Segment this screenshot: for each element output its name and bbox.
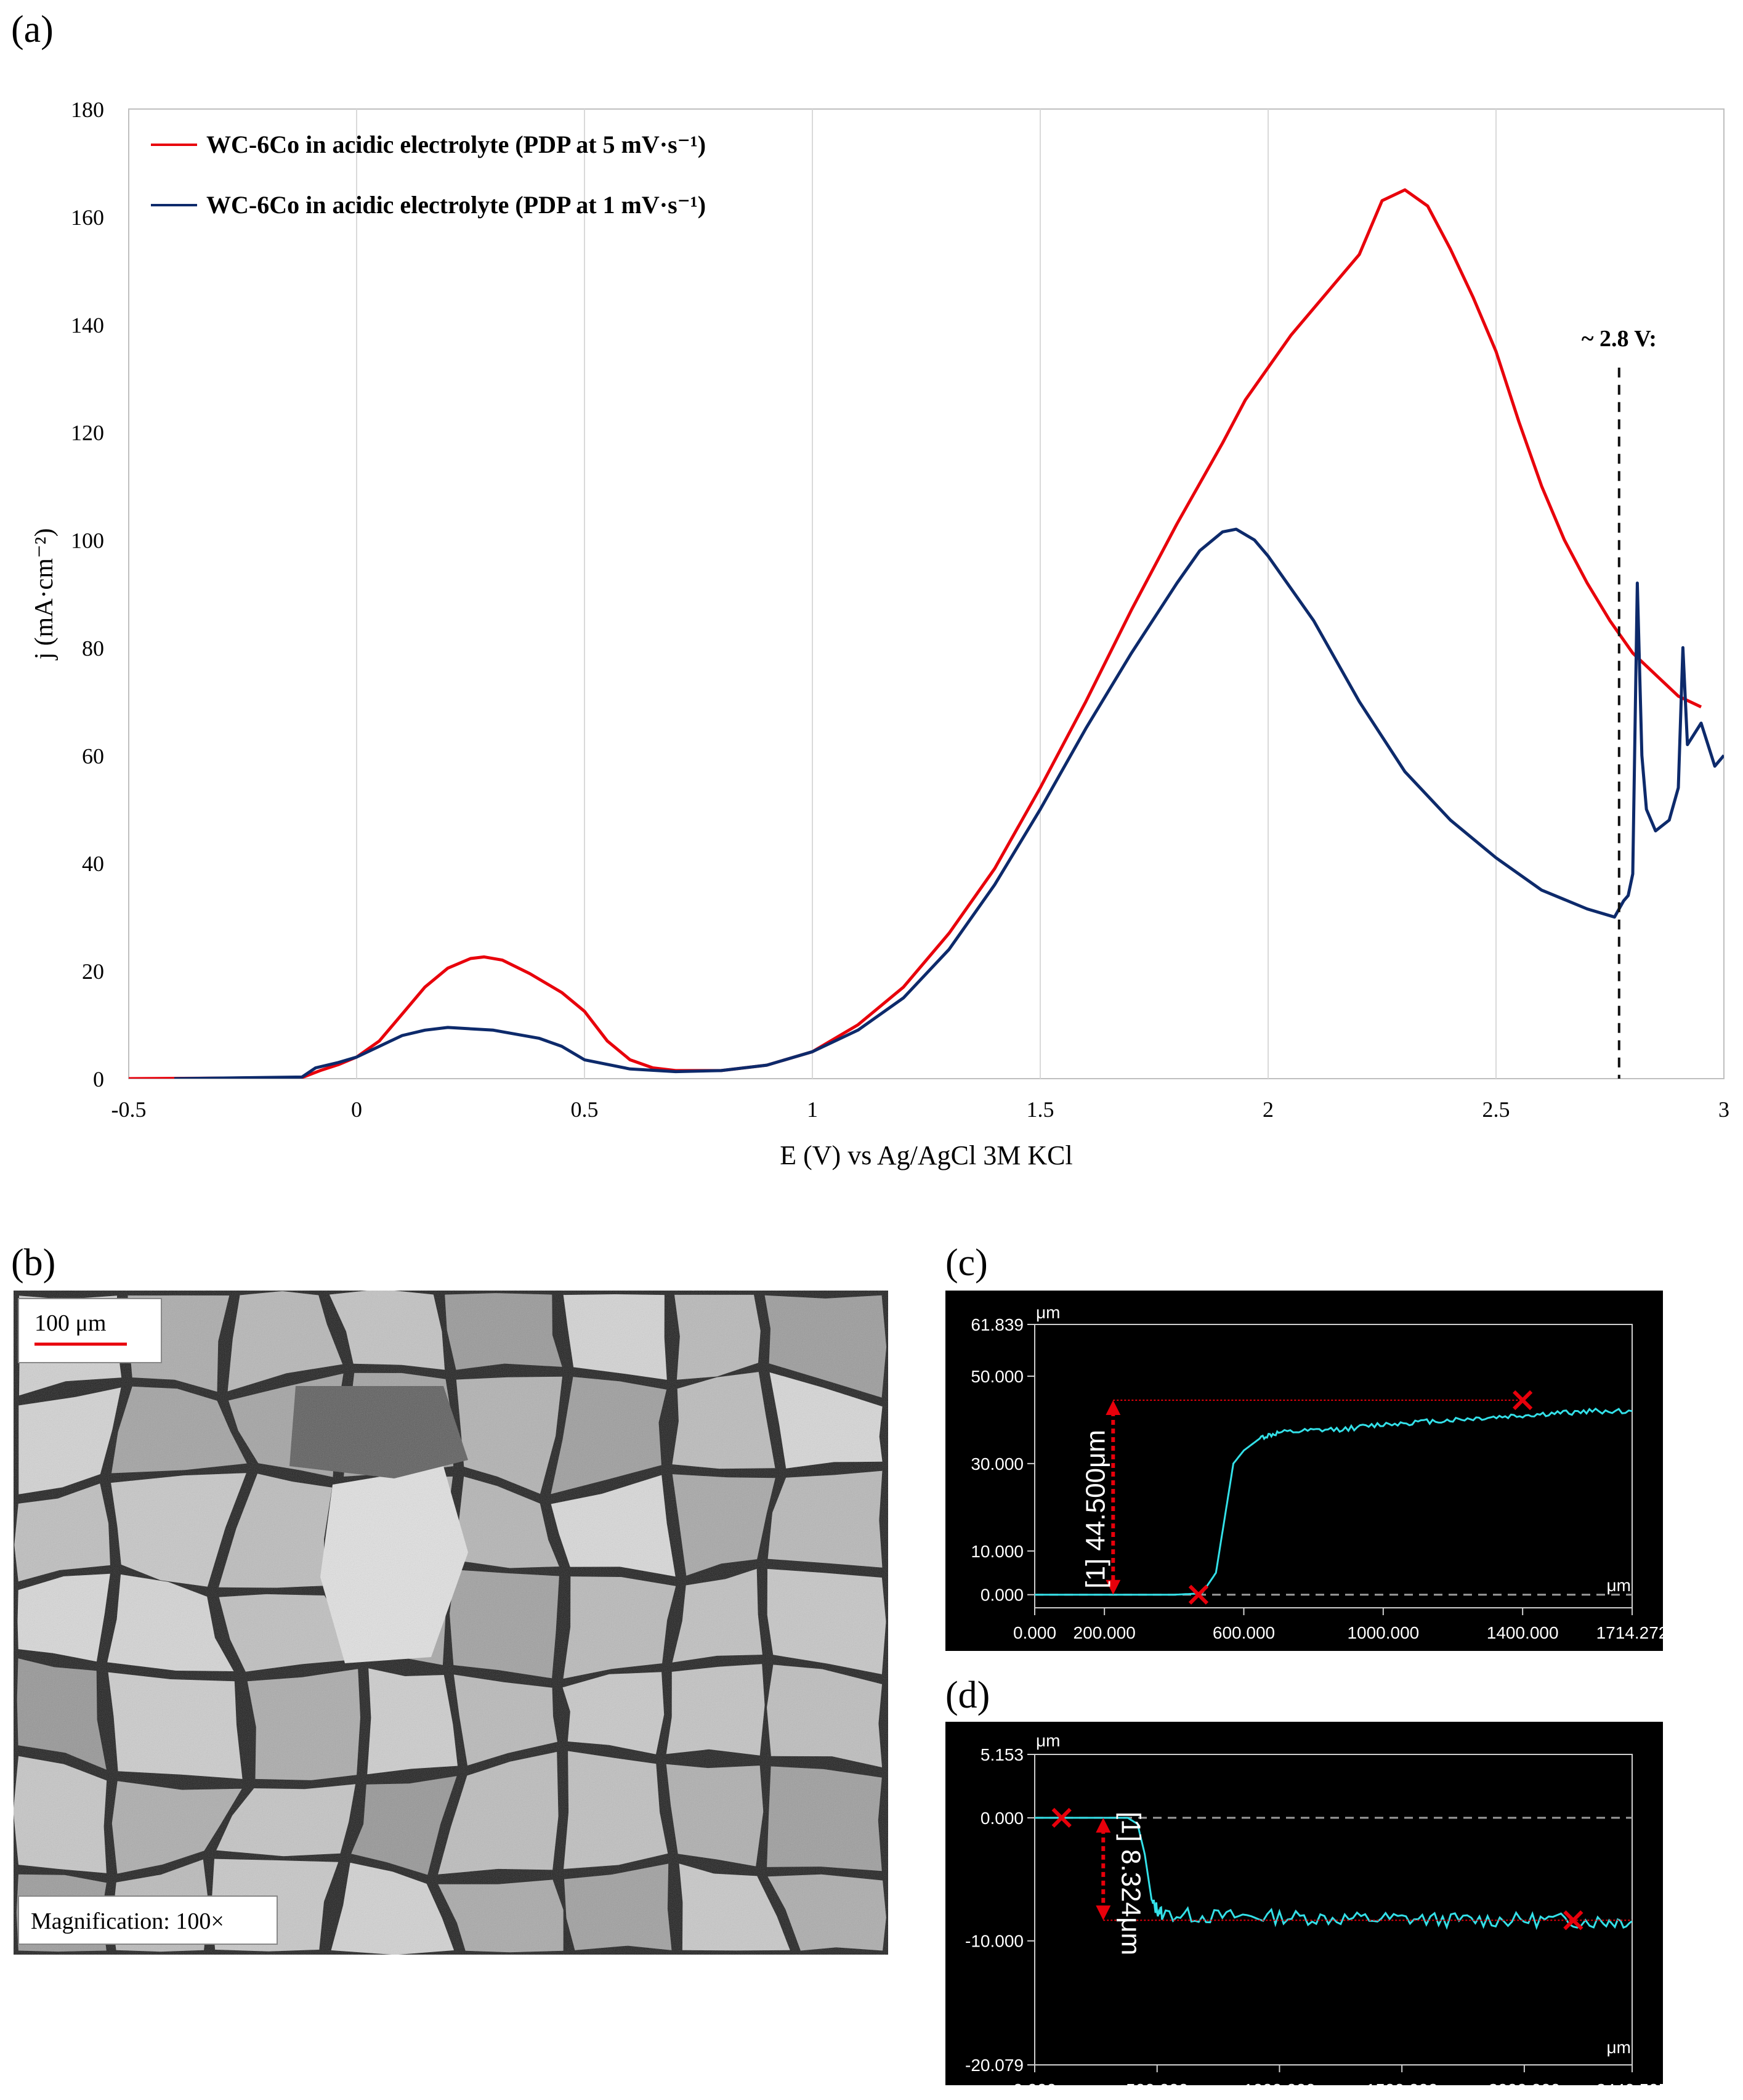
x-tick-label: 600.000 bbox=[1213, 1623, 1275, 1642]
threshold-annotation: ~ 2.8 V: bbox=[1582, 326, 1657, 352]
x-tick-labels: -0.5 0 0.5 1 1.5 2 2.5 3 bbox=[111, 1097, 1730, 1122]
series-line-0 bbox=[129, 188, 1702, 1079]
x-axis-label: E (V) vs Ag/AgCl 3M KCl bbox=[780, 1140, 1072, 1170]
arrowhead bbox=[1106, 1579, 1121, 1595]
measure-label: [1] 44.500μm bbox=[1080, 1430, 1110, 1589]
y-tick-label: 140 bbox=[71, 313, 104, 338]
x-tick-label: 0 bbox=[351, 1097, 362, 1122]
y-tick-label: 0.000 bbox=[981, 1809, 1024, 1828]
y-tick-label: -20.079 bbox=[965, 2056, 1024, 2075]
y-unit-label: μm bbox=[1036, 1303, 1060, 1322]
measure-label: [1] 8.324μm bbox=[1115, 1812, 1146, 1955]
x-unit-label: μm bbox=[1607, 1576, 1631, 1595]
panel-label-d: (d) bbox=[945, 1674, 990, 1716]
y-unit-label: μm bbox=[1036, 1731, 1060, 1750]
profile-background bbox=[945, 1722, 1663, 2085]
x-unit-label: μm bbox=[1607, 2038, 1631, 2057]
cursor-marker bbox=[1513, 1390, 1533, 1411]
x-tick-label: -0.5 bbox=[111, 1097, 147, 1122]
profile-frame bbox=[1034, 1324, 1633, 1608]
x-tick-label: 2.5 bbox=[1482, 1097, 1510, 1122]
x-tick-label: 1.5 bbox=[1027, 1097, 1054, 1122]
y-tick-labels: 0 20 40 60 80 100 120 140 160 180 bbox=[71, 97, 104, 1092]
y-tick-label: 160 bbox=[71, 205, 104, 230]
x-tick-label: 1500.000 bbox=[1366, 2080, 1438, 2097]
x-tick-label: 1400.000 bbox=[1487, 1623, 1559, 1642]
arrowhead bbox=[1096, 1817, 1111, 1833]
y-tick-label: 80 bbox=[82, 636, 104, 660]
profile-background bbox=[945, 1291, 1663, 1651]
x-tick-label: 2 bbox=[1263, 1097, 1274, 1122]
plot-frame bbox=[128, 108, 1725, 1079]
y-tick-label: 50.000 bbox=[971, 1367, 1024, 1386]
y-tick-label: 120 bbox=[71, 421, 104, 445]
magnification-box bbox=[18, 1895, 278, 1945]
legend: WC-6Co in acidic electrolyte (PDP at 5 m… bbox=[151, 131, 706, 219]
x-tick-label: 200.000 bbox=[1074, 1623, 1136, 1642]
y-tick-label: 180 bbox=[71, 97, 104, 122]
x-tick-label: 500.000 bbox=[1126, 2080, 1188, 2097]
x-tick-label: 0.000 bbox=[1013, 2080, 1056, 2097]
profile-frame bbox=[1034, 1754, 1633, 2066]
x-tick-label: 1714.272 bbox=[1596, 1623, 1668, 1642]
x-tick-label: 2000.000 bbox=[1488, 2080, 1560, 2097]
y-tick-label: 100 bbox=[71, 529, 104, 553]
profile-chart-c: μm μm 61.839 50.000 30.000 10.000 0.000 0.00… bbox=[945, 1291, 1668, 1651]
legend-label-5mv: WC-6Co in acidic electrolyte (PDP at 5 m… bbox=[206, 131, 706, 158]
gridlines bbox=[356, 109, 1497, 1079]
profile-line bbox=[1035, 1817, 1632, 1931]
y-axis-label: j (mA·cm⁻²) bbox=[30, 528, 59, 660]
scale-bar-label: 100 μm bbox=[34, 1310, 106, 1336]
x-tick-label: 3 bbox=[1718, 1097, 1729, 1122]
x-tick-label: 1 bbox=[807, 1097, 818, 1122]
cursor-marker bbox=[1563, 1910, 1583, 1931]
x-tick-label: 1000.000 bbox=[1347, 1623, 1419, 1642]
y-tick-label: 20 bbox=[82, 959, 104, 984]
magnification-label: Magnification: 100× bbox=[31, 1908, 224, 1934]
panel-label-c: (c) bbox=[945, 1242, 988, 1284]
x-tick-label: 2440.595 bbox=[1596, 2080, 1668, 2097]
y-tick-label: 0 bbox=[93, 1067, 104, 1092]
profile-line bbox=[1035, 1407, 1632, 1596]
series-line-1 bbox=[174, 527, 1724, 1079]
cursor-marker bbox=[1188, 1584, 1209, 1605]
arrowhead bbox=[1106, 1400, 1121, 1416]
x-tick-label: 1000.000 bbox=[1244, 2080, 1316, 2097]
polarization-chart: -0.5 0 0.5 1 1.5 2 2.5 3 0 20 40 60 80 100 120 140 160 1… bbox=[30, 97, 1729, 1170]
scale-bar-box bbox=[18, 1298, 162, 1363]
panel-label-a: (a) bbox=[11, 9, 54, 51]
y-tick-label: 61.839 bbox=[971, 1315, 1024, 1334]
arrowhead bbox=[1096, 1905, 1111, 1921]
cursor-marker bbox=[1051, 1807, 1072, 1828]
y-tick-label: 60 bbox=[82, 744, 104, 768]
sem-micrograph bbox=[14, 1291, 888, 1955]
x-tick-label: 0.5 bbox=[571, 1097, 599, 1122]
profile-chart-d: μm μm 5.153 0.000 -10.000 -20.079 0.000 500.… bbox=[945, 1722, 1668, 2099]
y-tick-label: 10.000 bbox=[971, 1542, 1024, 1561]
panel-label-b: (b) bbox=[11, 1242, 55, 1284]
legend-label-1mv: WC-6Co in acidic electrolyte (PDP at 1 m… bbox=[206, 191, 706, 219]
x-tick-label: 0.000 bbox=[1013, 1623, 1056, 1642]
y-tick-label: 0.000 bbox=[981, 1586, 1024, 1605]
y-tick-label: 5.153 bbox=[981, 1745, 1024, 1764]
y-tick-label: -10.000 bbox=[965, 1932, 1024, 1951]
y-tick-label: 40 bbox=[82, 851, 104, 876]
y-tick-label: 30.000 bbox=[971, 1454, 1024, 1474]
